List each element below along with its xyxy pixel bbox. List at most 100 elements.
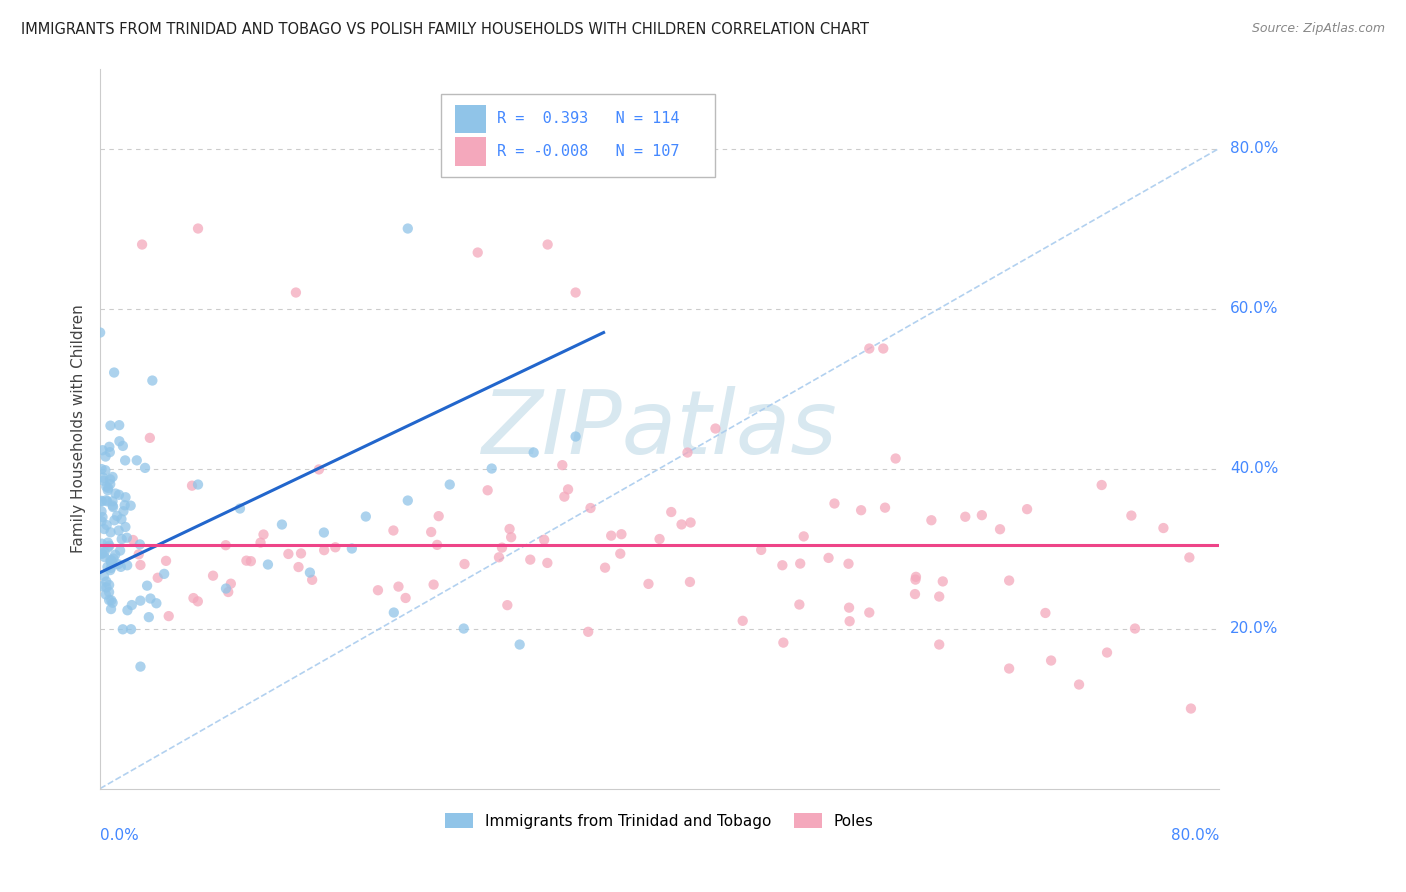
Point <box>100 593 122 607</box>
Point <box>98 472 121 486</box>
Point <box>145 596 167 610</box>
Point <box>789 557 811 571</box>
Point <box>509 638 531 652</box>
Point <box>114 498 136 512</box>
Point <box>90 494 112 508</box>
Text: R =  0.393   N = 114: R = 0.393 N = 114 <box>498 112 679 127</box>
Point <box>107 558 129 572</box>
Point <box>312 525 335 540</box>
Point <box>97 535 120 549</box>
Point <box>817 550 839 565</box>
Legend: Immigrants from Trinidad and Tobago, Poles: Immigrants from Trinidad and Tobago, Pol… <box>439 806 880 835</box>
Point <box>1040 654 1063 668</box>
Point <box>387 580 409 594</box>
Point <box>90 504 112 518</box>
Point <box>136 579 159 593</box>
Point <box>104 486 127 500</box>
Point <box>110 559 132 574</box>
Text: 80.0%: 80.0% <box>1171 828 1219 843</box>
Point <box>128 537 150 551</box>
Point <box>91 547 114 561</box>
Point <box>121 598 143 612</box>
Point <box>111 439 134 453</box>
Point <box>789 598 811 612</box>
Point <box>181 478 204 492</box>
FancyBboxPatch shape <box>441 94 716 177</box>
Point <box>396 221 419 235</box>
Point <box>101 556 124 570</box>
Point <box>93 522 115 536</box>
Point <box>98 585 121 599</box>
Point <box>125 453 148 467</box>
Point <box>1095 646 1118 660</box>
Point <box>117 603 139 617</box>
Point <box>904 573 927 587</box>
Point <box>519 552 541 566</box>
Point <box>101 499 124 513</box>
Point <box>955 509 977 524</box>
Text: IMMIGRANTS FROM TRINIDAD AND TOBAGO VS POLISH FAMILY HOUSEHOLDS WITH CHILDREN CO: IMMIGRANTS FROM TRINIDAD AND TOBAGO VS P… <box>21 22 869 37</box>
Point <box>420 524 443 539</box>
Point <box>731 614 754 628</box>
Point <box>354 509 377 524</box>
Point <box>610 527 633 541</box>
Point <box>100 554 122 568</box>
FancyBboxPatch shape <box>454 137 486 166</box>
Point <box>153 566 176 581</box>
Point <box>111 622 134 636</box>
Point <box>290 546 312 560</box>
Point <box>97 481 120 495</box>
Point <box>988 522 1011 536</box>
Point <box>849 503 872 517</box>
Point <box>477 483 499 498</box>
Point <box>105 508 128 523</box>
Point <box>593 560 616 574</box>
Point <box>97 541 120 555</box>
Point <box>536 556 558 570</box>
Point <box>284 285 307 300</box>
Point <box>564 429 586 443</box>
Point <box>932 574 955 589</box>
Point <box>498 522 520 536</box>
Point <box>229 501 252 516</box>
Point <box>98 578 121 592</box>
Point <box>648 532 671 546</box>
Point <box>239 554 262 568</box>
Text: 40.0%: 40.0% <box>1230 461 1278 476</box>
Point <box>998 661 1021 675</box>
Text: 60.0%: 60.0% <box>1230 301 1278 316</box>
Point <box>838 614 860 628</box>
Point <box>340 541 363 556</box>
Point <box>114 490 136 504</box>
Point <box>101 470 124 484</box>
Point <box>122 533 145 547</box>
Point <box>215 538 238 552</box>
Text: ZIPatlas: ZIPatlas <box>482 385 838 472</box>
Point <box>96 494 118 508</box>
Point <box>155 554 177 568</box>
Point <box>90 494 112 508</box>
Point <box>252 527 274 541</box>
Point <box>496 598 519 612</box>
Point <box>553 490 575 504</box>
Point <box>100 418 122 433</box>
Point <box>287 560 309 574</box>
Point <box>770 558 793 573</box>
Point <box>659 505 682 519</box>
Point <box>94 463 117 477</box>
Point <box>1035 606 1057 620</box>
Point <box>146 571 169 585</box>
Point <box>100 525 122 540</box>
Point <box>100 561 122 575</box>
Point <box>453 557 475 571</box>
Point <box>858 606 880 620</box>
Point <box>557 483 579 497</box>
Point <box>120 499 142 513</box>
Point <box>537 237 560 252</box>
Point <box>141 374 163 388</box>
Point <box>838 600 860 615</box>
Point <box>219 576 242 591</box>
Point <box>96 574 118 589</box>
Point <box>858 342 880 356</box>
Point <box>139 431 162 445</box>
